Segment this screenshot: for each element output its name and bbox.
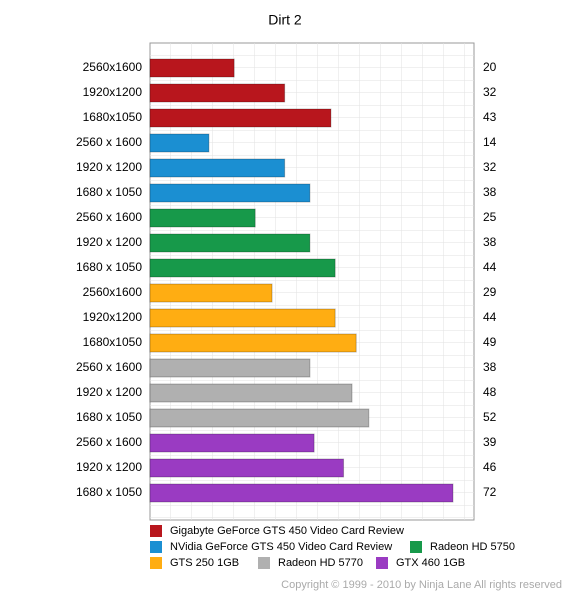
value-label: 25 — [483, 210, 497, 224]
bar — [149, 258, 336, 278]
y-tick-label: 1680 x 1050 — [76, 485, 142, 499]
bar — [149, 183, 311, 203]
y-tick-label: 2560 x 1600 — [76, 135, 142, 149]
value-label: 38 — [483, 360, 497, 374]
value-label: 20 — [483, 60, 497, 74]
legend-swatch — [410, 541, 422, 553]
bar — [149, 58, 235, 78]
legend-label: GTS 250 1GB — [170, 557, 239, 569]
bar — [149, 483, 454, 503]
y-tick-label: 1920 x 1200 — [76, 160, 142, 174]
bar — [149, 408, 370, 428]
value-label: 72 — [483, 485, 497, 499]
legend-swatch — [258, 557, 270, 569]
value-label: 14 — [483, 135, 497, 149]
y-tick-label: 2560x1600 — [83, 285, 143, 299]
value-label: 29 — [483, 285, 497, 299]
bar — [149, 108, 332, 128]
y-tick-label: 1680 x 1050 — [76, 410, 142, 424]
bar — [149, 233, 311, 253]
value-label: 49 — [483, 335, 497, 349]
value-label: 52 — [483, 410, 497, 424]
value-label: 32 — [483, 160, 497, 174]
value-label: 38 — [483, 235, 497, 249]
bar — [149, 308, 336, 328]
value-label: 46 — [483, 460, 497, 474]
y-tick-label: 1920 x 1200 — [76, 460, 142, 474]
legend-label: GTX 460 1GB — [396, 557, 465, 569]
bar — [149, 158, 286, 178]
y-tick-label: 1920x1200 — [83, 85, 143, 99]
value-label: 44 — [483, 310, 497, 324]
y-tick-label: 2560 x 1600 — [76, 210, 142, 224]
legend-swatch — [150, 557, 162, 569]
value-label: 32 — [483, 85, 497, 99]
y-tick-label: 1680 x 1050 — [76, 260, 142, 274]
copyright: Copyright © 1999 - 2010 by Ninja Lane Al… — [281, 579, 562, 591]
legend-swatch — [376, 557, 388, 569]
bar — [149, 208, 256, 228]
y-tick-label: 1680x1050 — [83, 110, 143, 124]
bar — [149, 133, 210, 153]
bar — [149, 358, 311, 378]
legend-label: Radeon HD 5750 — [430, 541, 515, 553]
chart-title: Dirt 2 — [268, 12, 302, 28]
bar — [149, 83, 286, 103]
bar — [149, 458, 345, 478]
value-label: 48 — [483, 385, 497, 399]
y-tick-label: 1920x1200 — [83, 310, 143, 324]
value-label: 44 — [483, 260, 497, 274]
value-label: 38 — [483, 185, 497, 199]
legend-label: Radeon HD 5770 — [278, 557, 363, 569]
bar — [149, 383, 353, 403]
bar — [149, 283, 273, 303]
legend-swatch — [150, 541, 162, 553]
value-label: 43 — [483, 110, 497, 124]
y-tick-label: 2560 x 1600 — [76, 360, 142, 374]
y-tick-label: 2560x1600 — [83, 60, 143, 74]
value-label: 39 — [483, 435, 497, 449]
legend-swatch — [150, 525, 162, 537]
y-tick-label: 1920 x 1200 — [76, 235, 142, 249]
bar — [149, 433, 315, 453]
bar — [149, 333, 357, 353]
legend-label: NVidia GeForce GTS 450 Video Card Review — [170, 541, 392, 553]
legend-label: Gigabyte GeForce GTS 450 Video Card Revi… — [170, 525, 404, 537]
y-tick-label: 2560 x 1600 — [76, 435, 142, 449]
y-tick-label: 1680 x 1050 — [76, 185, 142, 199]
y-tick-label: 1680x1050 — [83, 335, 143, 349]
y-tick-label: 1920 x 1200 — [76, 385, 142, 399]
